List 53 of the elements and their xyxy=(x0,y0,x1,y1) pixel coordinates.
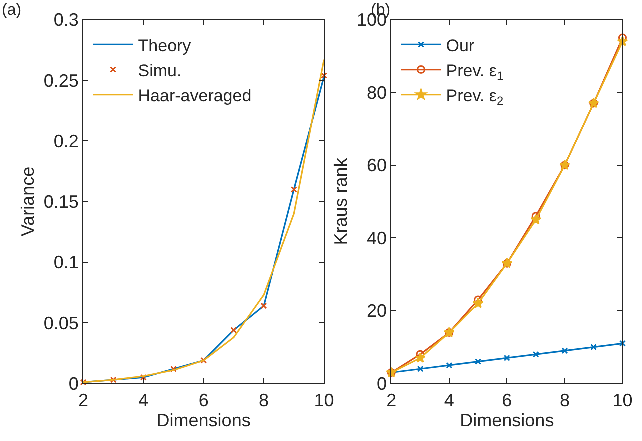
x-axis-title: Dimensions xyxy=(156,410,251,430)
point xyxy=(200,357,208,364)
point xyxy=(230,327,238,334)
point xyxy=(562,348,568,354)
point xyxy=(290,186,298,193)
y-tick-label: 0.15 xyxy=(44,192,79,212)
point xyxy=(417,366,424,372)
legend-label: Prev. ε$_{1}$ xyxy=(446,61,504,83)
legend-label: Theory xyxy=(138,36,192,56)
legend-label: Simu. xyxy=(138,61,182,80)
x-tick-label: 10 xyxy=(612,390,633,410)
point xyxy=(260,302,268,310)
legend-label: Our xyxy=(446,36,475,56)
y-tick-label: 80 xyxy=(366,82,388,103)
point xyxy=(80,379,87,386)
point xyxy=(532,351,540,358)
y-tick-label: 0.3 xyxy=(54,10,79,30)
point xyxy=(320,72,328,79)
y-axis-title: Variance xyxy=(18,166,38,237)
point xyxy=(530,214,542,225)
y-tick-label: 40 xyxy=(366,228,388,248)
point xyxy=(110,376,117,384)
y-tick-label: 60 xyxy=(366,156,388,176)
x-tick-label: 6 xyxy=(502,390,512,410)
y-tick-label: 0 xyxy=(68,374,79,394)
y-tick-label: 0.05 xyxy=(44,313,79,334)
legend-label: Haar-averaged xyxy=(138,86,252,106)
x-tick-label: 2 xyxy=(386,390,397,410)
x-tick-label: 4 xyxy=(138,390,149,410)
point xyxy=(415,352,426,363)
point xyxy=(475,358,482,366)
x-tick-label: 6 xyxy=(198,390,209,410)
chart-title: (a) xyxy=(2,2,22,19)
point xyxy=(590,344,598,351)
y-tick-label: 0 xyxy=(377,374,388,394)
x-tick-label: 8 xyxy=(259,390,270,410)
point xyxy=(170,366,177,372)
y-tick-label: 0.25 xyxy=(44,70,79,91)
y-axis-title: Kraus rank xyxy=(331,157,352,246)
x-tick-label: 2 xyxy=(78,390,88,410)
point xyxy=(446,362,453,369)
x-tick-label: 10 xyxy=(314,390,334,410)
x-tick-label: 8 xyxy=(560,390,570,410)
legend-label: Prev. ε$_{2}$ xyxy=(446,86,504,108)
point xyxy=(619,340,626,347)
x-tick-label: 4 xyxy=(444,390,454,410)
point xyxy=(472,298,484,308)
y-tick-label: 0.1 xyxy=(54,252,79,273)
y-tick-label: 0.2 xyxy=(54,131,79,152)
point xyxy=(504,354,510,362)
point xyxy=(140,374,147,381)
y-tick-label: 20 xyxy=(366,301,388,322)
x-axis-title: Dimensions xyxy=(460,410,554,430)
